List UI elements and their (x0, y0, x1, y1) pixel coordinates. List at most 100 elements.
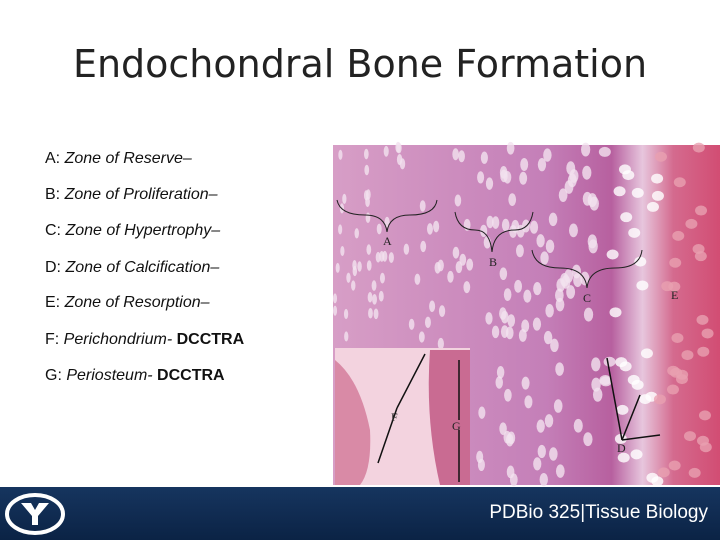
cell (519, 171, 528, 185)
cell (396, 142, 402, 154)
cell (598, 146, 611, 157)
item-term: Zone of Calcification– (65, 259, 220, 276)
item-term: Periosteum- (66, 367, 153, 384)
list-item: F: Perichondrium- DCCTRA (45, 331, 249, 349)
cell (486, 215, 494, 229)
cell (478, 406, 486, 419)
cell (683, 431, 696, 442)
list-item: G: Periosteum- DCCTRA (45, 367, 229, 385)
cell (366, 260, 372, 271)
cell (504, 388, 512, 402)
cell (581, 142, 591, 157)
cell (459, 253, 467, 266)
list-item: E: Zone of Resorption– (45, 294, 214, 312)
cell (343, 308, 349, 320)
cell (553, 399, 563, 413)
cell (609, 307, 622, 318)
list-item: C: Zone of Hypertrophy– (45, 222, 225, 240)
cell (500, 325, 509, 338)
cell (520, 158, 529, 171)
cell (503, 288, 512, 301)
cell (582, 165, 592, 180)
cell (685, 218, 698, 229)
cell (338, 149, 343, 160)
cell (669, 257, 682, 268)
cell (420, 240, 427, 253)
list-item: D: Zone of Calcification– (45, 259, 224, 277)
cell (580, 271, 590, 286)
cell (367, 292, 373, 303)
cell (555, 362, 564, 376)
cell (701, 328, 714, 339)
cell (523, 289, 532, 303)
cell (424, 316, 431, 329)
cell (651, 173, 664, 184)
cell (573, 418, 583, 433)
cell (699, 442, 712, 453)
cell (543, 330, 553, 345)
list-item: B: Zone of Proliferation– (45, 186, 222, 204)
cell (447, 270, 454, 283)
cell (588, 239, 598, 254)
cell (340, 246, 345, 257)
cell (452, 148, 459, 161)
cell (500, 169, 508, 183)
cell (631, 187, 644, 198)
cell (414, 273, 421, 285)
cell (396, 154, 403, 166)
image-label: G (452, 419, 461, 433)
footer: PDBio 325|Tissue Biology (0, 487, 720, 540)
image-label: A (383, 234, 392, 248)
cell (433, 220, 440, 233)
item-term: Zone of Hypertrophy– (65, 222, 221, 239)
cell (499, 307, 507, 320)
cell (366, 244, 372, 255)
cell (548, 212, 558, 227)
cell (516, 244, 524, 258)
cell (550, 338, 559, 353)
cell (352, 260, 357, 271)
cell (603, 356, 616, 367)
cell (566, 285, 576, 299)
cell (622, 170, 635, 181)
cell (376, 223, 382, 235)
course: PDBio 325|Tissue Biology (489, 502, 708, 524)
cell (566, 161, 576, 175)
cell (661, 281, 674, 292)
item-letter: C: (45, 222, 61, 239)
cell (666, 384, 679, 395)
cell (338, 224, 343, 235)
cell (501, 218, 510, 232)
cell (692, 244, 705, 255)
cell (408, 318, 415, 330)
histology-image: A B C E F G D (332, 141, 720, 487)
cell (591, 377, 601, 392)
cell (506, 141, 515, 155)
cell (514, 279, 523, 293)
item-term: Perichondrium- (63, 331, 173, 348)
cell (536, 419, 545, 433)
cell (549, 447, 558, 461)
cell (681, 350, 694, 361)
list-item: A: Zone of Reserve– (45, 150, 196, 168)
course-subject: Tissue Biology (585, 502, 708, 523)
cell (573, 273, 583, 288)
cell (508, 193, 517, 206)
cell (634, 256, 647, 267)
cell (437, 337, 444, 350)
cell (539, 472, 548, 487)
cell (499, 422, 507, 436)
cell (692, 142, 705, 153)
cell (636, 280, 649, 291)
cell (533, 282, 542, 296)
cell (342, 193, 347, 204)
cell (568, 223, 578, 238)
cell (545, 304, 554, 318)
cell (698, 410, 711, 421)
cell (383, 145, 389, 157)
cell (668, 460, 681, 471)
cell (606, 249, 619, 260)
cell (463, 281, 471, 294)
cell (537, 444, 546, 459)
